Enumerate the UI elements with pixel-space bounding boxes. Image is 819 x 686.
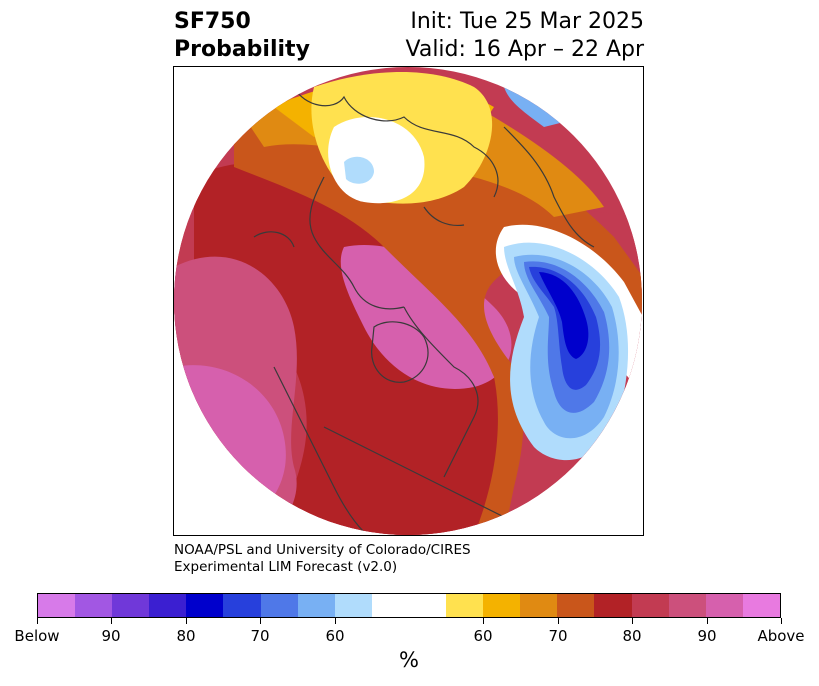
valid-range: Valid: 16 Apr – 22 Apr: [405, 37, 645, 62]
contour-rust: [234, 101, 642, 535]
contour-pink2: [340, 245, 512, 389]
colorbar-tick: [558, 618, 559, 624]
colorbar-tick-label: 90: [697, 627, 717, 645]
colorbar-tick-label: 80: [176, 627, 196, 645]
colorbar-tick: [186, 618, 187, 624]
map-title: SF750 Probability: [174, 8, 310, 64]
credit-line-1: NOAA/PSL and University of Colorado/CIRE…: [174, 542, 471, 558]
colorbar-segment: [742, 594, 780, 617]
contour-darkred: [194, 162, 507, 535]
colorbar-tick-label: 70: [548, 627, 568, 645]
colorbar-segment: [705, 594, 743, 617]
colorbar-tick: [483, 618, 484, 624]
forecast-map: [173, 66, 644, 536]
colorbar-segment: [557, 594, 595, 617]
coastlines: [253, 86, 625, 533]
colorbar-tick-label: 60: [325, 627, 345, 645]
credit-text: NOAA/PSL and University of Colorado/CIRE…: [174, 542, 471, 576]
colorbar-segment: [112, 594, 150, 617]
colorbar-tick: [111, 618, 112, 624]
colorbar-segment: [75, 594, 113, 617]
map-canvas: [174, 67, 642, 535]
contour-lightblue2: [504, 84, 564, 127]
date-info: Init: Tue 25 Mar 2025 Valid: 16 Apr – 22…: [406, 8, 645, 64]
product-label: Probability: [174, 37, 310, 62]
colorbar-segment: [186, 594, 224, 617]
colorbar-tick-label: Below: [14, 627, 60, 645]
colorbar-segment: [371, 594, 447, 617]
contour-lightblue: [344, 156, 374, 184]
colorbar-segment: [446, 594, 484, 617]
colorbar-tick-label: 70: [250, 627, 270, 645]
variable-label: SF750: [174, 9, 251, 34]
colorbar-segment: [38, 594, 76, 617]
colorbar-segment: [594, 594, 632, 617]
colorbar-segment: [520, 594, 558, 617]
probability-field: [174, 67, 642, 535]
colorbar-segment: [483, 594, 521, 617]
credit-line-2: Experimental LIM Forecast (v2.0): [174, 559, 398, 575]
colorbar: [37, 593, 781, 618]
init-date: Init: Tue 25 Mar 2025: [410, 9, 644, 34]
colorbar-segment: [260, 594, 298, 617]
colorbar-tick: [335, 618, 336, 624]
colorbar-tick-label: 80: [622, 627, 642, 645]
colorbar-segment: [668, 594, 706, 617]
colorbar-segment: [223, 594, 261, 617]
colorbar-segment: [149, 594, 187, 617]
colorbar-tick: [37, 618, 38, 624]
contour-blue: [539, 272, 589, 359]
colorbar-segment: [297, 594, 335, 617]
colorbar-tick: [781, 618, 782, 624]
colorbar-segment: [631, 594, 669, 617]
colorbar-unit: %: [399, 648, 419, 672]
colorbar-tick-label: Above: [757, 627, 805, 645]
colorbar-tick-label: 90: [101, 627, 121, 645]
colorbar-tick: [260, 618, 261, 624]
colorbar-tick-label: 60: [473, 627, 493, 645]
colorbar-tick: [707, 618, 708, 624]
colorbar-tick: [632, 618, 633, 624]
colorbar-segment: [334, 594, 372, 617]
